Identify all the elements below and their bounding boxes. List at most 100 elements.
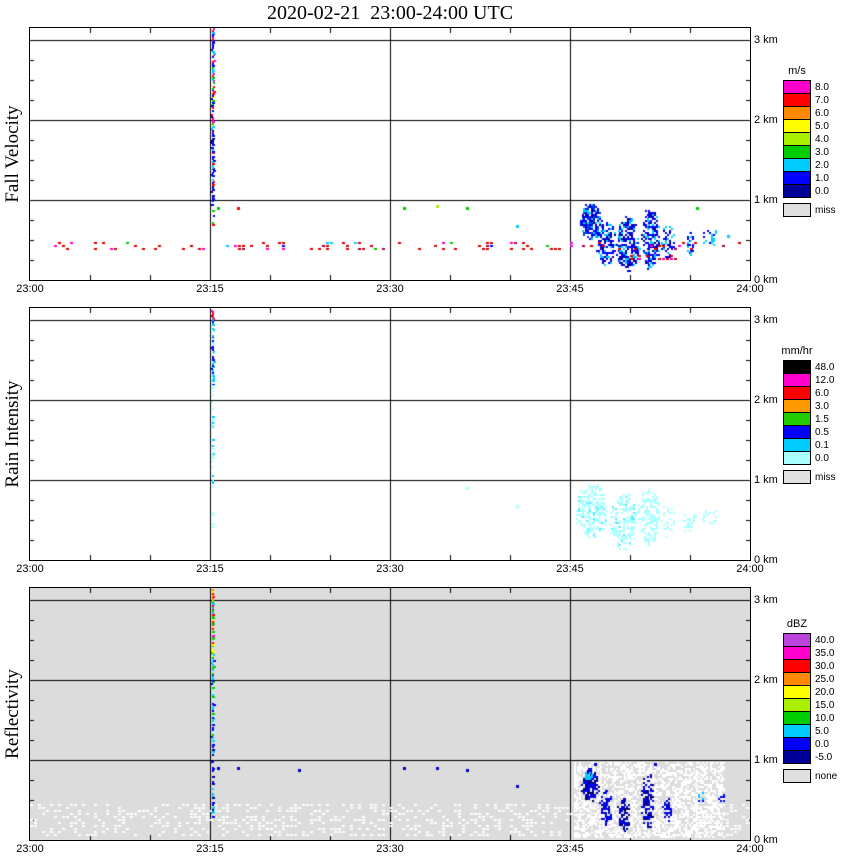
legend-value-label: 4.0: [815, 134, 829, 145]
plot-area-rain-intensity: [29, 307, 751, 561]
time-tick-label: 24:00: [736, 843, 764, 855]
legend-color-swatch: [783, 80, 811, 94]
time-tick-label: 24:00: [736, 563, 764, 575]
legend-unit-label: dBZ: [786, 618, 808, 630]
legend-color-swatch: [783, 373, 811, 387]
legend-color-swatch: [783, 412, 811, 426]
legend-color-swatch: [783, 451, 811, 465]
time-tick-label: 23:00: [16, 563, 44, 575]
legend-color-swatch: [783, 698, 811, 712]
height-tick-label: 0 km: [754, 554, 778, 566]
legend-unit-label: mm/hr: [781, 345, 813, 357]
legend-color-swatch: [783, 399, 811, 413]
legend-value-label: 40.0: [815, 635, 835, 646]
legend-color-swatch: [783, 184, 811, 198]
legend-value-label: 30.0: [815, 661, 835, 672]
legend-value-label: 0.0: [815, 186, 829, 197]
legend-color-swatch: [783, 119, 811, 133]
legend-value-label: 1.0: [815, 173, 829, 184]
legend-color-swatch: [783, 360, 811, 374]
legend-value-label: 12.0: [815, 375, 835, 386]
heatmap-canvas-fall-velocity: [30, 28, 750, 280]
heatmap-canvas-rain-intensity: [30, 308, 750, 560]
legend-value-label: 35.0: [815, 648, 835, 659]
legend-value-label: 0.0: [815, 739, 829, 750]
legend-value-label: 0.5: [815, 427, 829, 438]
time-tick-label: 23:15: [196, 563, 224, 575]
legend-value-label: 5.0: [815, 726, 829, 737]
legend-color-swatch: [783, 672, 811, 686]
plot-area-reflectivity: [29, 587, 751, 841]
height-tick-label: 3 km: [754, 594, 778, 606]
time-tick-label: 23:45: [556, 563, 584, 575]
height-tick-label: 1 km: [754, 194, 778, 206]
legend-color-swatch: [783, 750, 811, 764]
height-tick-label: 3 km: [754, 314, 778, 326]
legend-color-swatch: [783, 711, 811, 725]
time-tick-label: 24:00: [736, 283, 764, 295]
height-tick-label: 3 km: [754, 34, 778, 46]
legend-missing-swatch: [783, 203, 811, 217]
height-tick-label: 2 km: [754, 674, 778, 686]
heatmap-canvas-reflectivity: [30, 588, 750, 840]
height-tick-label: 1 km: [754, 474, 778, 486]
height-tick-label: 0 km: [754, 834, 778, 846]
legend-value-label: 5.0: [815, 121, 829, 132]
height-tick-label: 2 km: [754, 394, 778, 406]
time-tick-label: 23:00: [16, 843, 44, 855]
legend-value-label: 2.0: [815, 160, 829, 171]
legend-color-swatch: [783, 438, 811, 452]
legend-unit-label: m/s: [788, 65, 806, 77]
legend-missing-label: miss: [815, 472, 836, 483]
legend-value-label: 3.0: [815, 147, 829, 158]
y-axis-label: Reflectivity: [2, 669, 23, 759]
time-tick-label: 23:45: [556, 283, 584, 295]
legend-color-swatch: [783, 106, 811, 120]
y-axis-label: Rain Intensity: [2, 380, 23, 488]
legend-value-label: 15.0: [815, 700, 835, 711]
legend-value-label: 20.0: [815, 687, 835, 698]
time-tick-label: 23:30: [376, 283, 404, 295]
legend-value-label: 7.0: [815, 95, 829, 106]
chart-title: 2020-02-21 23:00-24:00 UTC: [266, 2, 514, 24]
legend-value-label: 1.5: [815, 414, 829, 425]
legend-color-swatch: [783, 132, 811, 146]
legend-value-label: 8.0: [815, 82, 829, 93]
legend-color-swatch: [783, 145, 811, 159]
legend-value-label: 3.0: [815, 401, 829, 412]
legend-color-swatch: [783, 659, 811, 673]
legend-missing-swatch: [783, 769, 811, 783]
time-tick-label: 23:30: [376, 843, 404, 855]
height-tick-label: 1 km: [754, 754, 778, 766]
legend-color-swatch: [783, 685, 811, 699]
legend-value-label: 25.0: [815, 674, 835, 685]
height-tick-label: 2 km: [754, 114, 778, 126]
legend-color-swatch: [783, 425, 811, 439]
legend-color-swatch: [783, 171, 811, 185]
time-tick-label: 23:45: [556, 843, 584, 855]
legend-value-label: 10.0: [815, 713, 835, 724]
time-tick-label: 23:15: [196, 843, 224, 855]
legend-color-swatch: [783, 633, 811, 647]
legend-value-label: 0.0: [815, 453, 829, 464]
time-tick-label: 23:15: [196, 283, 224, 295]
legend-value-label: 48.0: [815, 362, 835, 373]
plot-area-fall-velocity: [29, 27, 751, 281]
legend-color-swatch: [783, 93, 811, 107]
legend-color-swatch: [783, 386, 811, 400]
time-tick-label: 23:00: [16, 283, 44, 295]
legend-color-swatch: [783, 724, 811, 738]
legend-color-swatch: [783, 646, 811, 660]
height-tick-label: 0 km: [754, 274, 778, 286]
legend-missing-swatch: [783, 470, 811, 484]
legend-color-swatch: [783, 158, 811, 172]
legend-missing-label: none: [815, 771, 838, 782]
y-axis-label: Fall Velocity: [2, 105, 23, 203]
legend-color-swatch: [783, 737, 811, 751]
legend-value-label: 0.1: [815, 440, 829, 451]
legend-value-label: -5.0: [815, 752, 833, 763]
time-tick-label: 23:30: [376, 563, 404, 575]
legend-value-label: 6.0: [815, 388, 829, 399]
legend-value-label: 6.0: [815, 108, 829, 119]
